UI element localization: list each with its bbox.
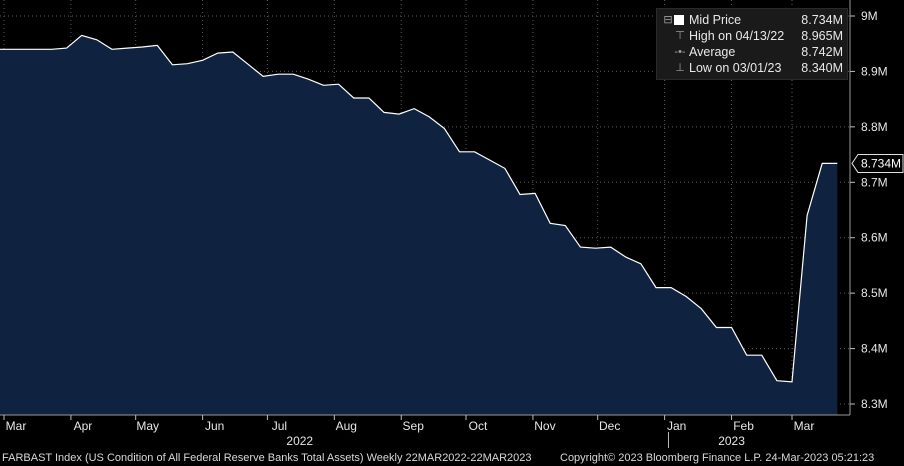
last-price-label: 8.734M: [861, 156, 901, 170]
y-tick-label: 8.9M: [861, 64, 888, 78]
y-tick-label: 8.5M: [861, 286, 888, 300]
legend-average-value: 8.742M: [801, 45, 843, 59]
series-line: [0, 34, 838, 383]
legend-title: Mid Price: [689, 13, 742, 27]
y-tick-label: 8.8M: [861, 120, 888, 134]
legend-row-mid: ⊟ Mid Price 8.734M: [661, 12, 843, 28]
x-tick-label: Feb: [733, 419, 754, 433]
high-marker-icon: ⊤: [675, 30, 685, 42]
footer-copyright: Copyright© 2023 Bloomberg Finance L.P. 2…: [560, 452, 875, 464]
year-label: 2022: [286, 434, 313, 448]
x-tick-label: May: [136, 419, 159, 433]
low-marker-icon: ⊥: [675, 62, 685, 74]
legend-average-label: Average: [689, 45, 736, 59]
y-tick-label: 8.7M: [861, 175, 888, 189]
y-tick-label: 8.6M: [861, 231, 888, 245]
average-marker-icon: -•-: [674, 46, 686, 58]
legend-high-label: High on 04/13/22: [689, 29, 785, 43]
last-price-tag: 8.734M: [851, 153, 904, 173]
x-tick-label: Jun: [205, 419, 224, 433]
series-area: [0, 35, 838, 416]
x-tick-label: Aug: [336, 419, 357, 433]
x-tick-label: Jul: [272, 419, 287, 433]
y-axis: 8.3M 8.4M 8.5M 8.6M 8.7M 8.8M 8.9M 9M: [850, 9, 888, 411]
x-tick-label: Apr: [74, 419, 93, 433]
x-tick-label: Jan: [667, 419, 686, 433]
series-swatch: [674, 15, 684, 25]
legend-box: ⊟ Mid Price 8.734M ⊤ High on 04/13/22 8.…: [656, 8, 848, 80]
y-tick-label: 9M: [861, 9, 878, 23]
x-tick-label: Sep: [403, 419, 425, 433]
x-tick-label: Mar: [794, 419, 815, 433]
legend-row-average: -•- Average 8.742M: [661, 44, 843, 60]
legend-title-value: 8.734M: [801, 13, 843, 27]
y-tick-label: 8.3M: [861, 397, 888, 411]
legend-low-label: Low on 03/01/23: [689, 61, 782, 75]
x-tick-label: Dec: [599, 419, 620, 433]
footer-source: FARBAST Index (US Condition of All Feder…: [2, 452, 532, 464]
legend-low-value: 8.340M: [801, 61, 843, 75]
y-tick-label: 8.4M: [861, 342, 888, 356]
legend-high-value: 8.965M: [801, 29, 843, 43]
legend-row-low: ⊥ Low on 03/01/23 8.340M: [661, 60, 843, 76]
x-tick-label: Oct: [469, 419, 488, 433]
footer: FARBAST Index (US Condition of All Feder…: [0, 450, 904, 466]
legend-row-high: ⊤ High on 04/13/22 8.965M: [661, 28, 843, 44]
collapse-icon[interactable]: ⊟: [663, 14, 673, 26]
x-tick-label: Mar: [6, 419, 27, 433]
year-label: 2023: [718, 434, 745, 448]
x-axis: Mar Apr May Jun Jul Aug Sep Oct Nov Dec Jan Feb Mar 2…: [3, 415, 815, 448]
x-tick-label: Nov: [534, 419, 555, 433]
